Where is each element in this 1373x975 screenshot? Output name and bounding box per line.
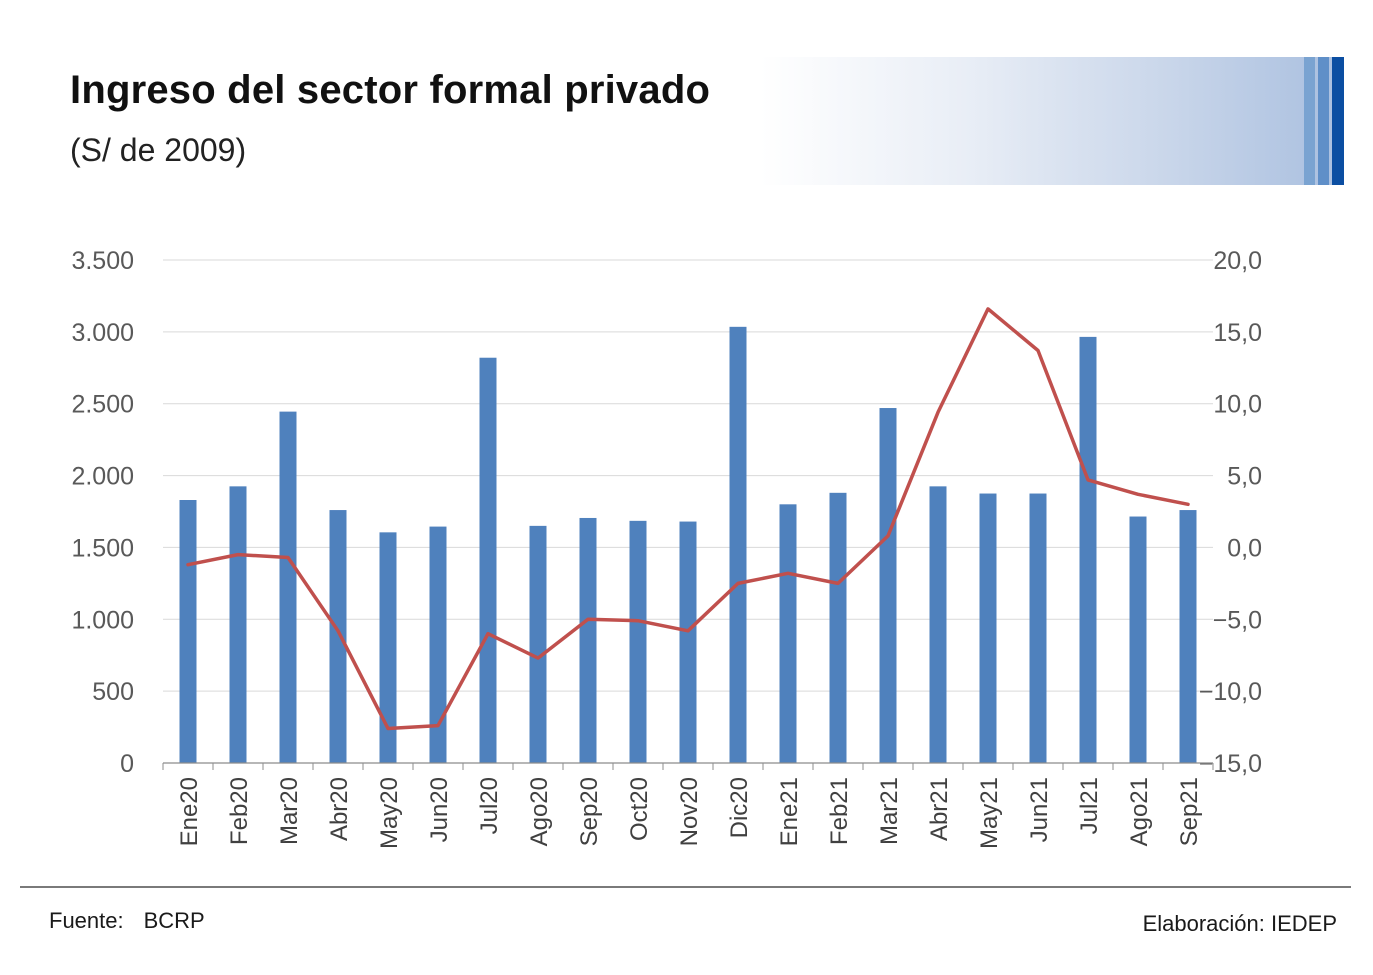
x-tick-label: Mar20 [276,777,303,845]
y-right-tick-label: 0,0 [1227,534,1262,562]
x-tick-label: Ene21 [776,777,803,846]
x-tick-label: May21 [976,777,1003,849]
x-tick-label: Feb21 [826,777,853,845]
x-tick-label: May20 [376,777,403,849]
bar [679,521,697,763]
x-tick-label: Jul20 [476,777,503,834]
x-tick-label: Feb20 [226,777,253,845]
y-right-tick-label: −15,0 [1199,750,1262,778]
bar [829,492,847,763]
chart-subtitle: (S/ de 2009) [70,132,247,168]
bar [479,357,497,763]
x-tick-label: Sep20 [576,777,603,846]
y-right-tick-label: −5,0 [1213,606,1262,634]
bar [1129,516,1147,763]
bar [1079,336,1097,763]
y-left-tick-label: 1.000 [71,606,134,634]
header-stripe-2 [1318,57,1329,185]
bar [229,486,247,763]
chart-title: Ingreso del sector formal privado [70,68,711,112]
header-stripe-3 [1332,57,1344,185]
bar [979,493,997,763]
combo-chart: 0 −15,0 500 −10,0 1.000 −5,0 1.500 0,0 2.000 5,0 2… [71,247,1262,849]
bar [579,517,597,763]
x-tick-label: Ago20 [526,777,553,846]
bar [729,326,747,763]
bar [179,500,197,763]
x-tick-label: Abr20 [326,777,353,841]
x-tick-label: Ene20 [176,777,203,846]
footer-divider [20,886,1351,888]
y-right-tick-label: 15,0 [1213,319,1262,347]
bar [1029,493,1047,763]
bar [929,486,947,763]
bar [779,504,797,763]
bar [529,525,547,763]
y-left-tick-label: 3.500 [71,247,134,275]
x-tick-label: Oct20 [626,777,653,841]
x-tick-label: Ago21 [1126,777,1153,846]
y-right-tick-label: 10,0 [1213,391,1262,419]
y-left-tick-label: 500 [92,678,134,706]
x-tick-label: Sep21 [1176,777,1203,846]
bar [279,411,297,763]
x-tick-label: Dic20 [726,777,753,838]
x-tick-label: Abr21 [926,777,953,841]
y-left-tick-label: 2.000 [71,463,134,491]
y-right-tick-label: 20,0 [1213,247,1262,275]
x-tick-label: Nov20 [676,777,703,846]
bar [429,526,447,763]
x-tick-label: Jul21 [1076,777,1103,834]
x-tick-label: Mar21 [876,777,903,845]
source-value: BCRP [143,908,205,933]
x-tick-label: Jun20 [426,777,453,842]
bar [329,510,347,763]
footer-credit: Elaboración: IEDEP [1142,911,1337,936]
bar [379,532,397,763]
y-left-tick-label: 2.500 [71,391,134,419]
footer-source: Fuente: BCRP [49,908,205,934]
y-left-tick-label: 1.500 [71,534,134,562]
bar [629,520,647,763]
y-right-tick-label: 5,0 [1227,463,1262,491]
y-left-tick-label: 0 [120,750,134,778]
x-tick-label: Jun21 [1026,777,1053,842]
y-left-tick-label: 3.000 [71,319,134,347]
header-stripe-1 [1304,57,1315,185]
source-label: Fuente: [49,908,124,933]
header-gradient-band [760,57,1344,185]
y-right-tick-label: −10,0 [1199,678,1262,706]
bar [879,408,897,763]
bar [1179,510,1197,763]
